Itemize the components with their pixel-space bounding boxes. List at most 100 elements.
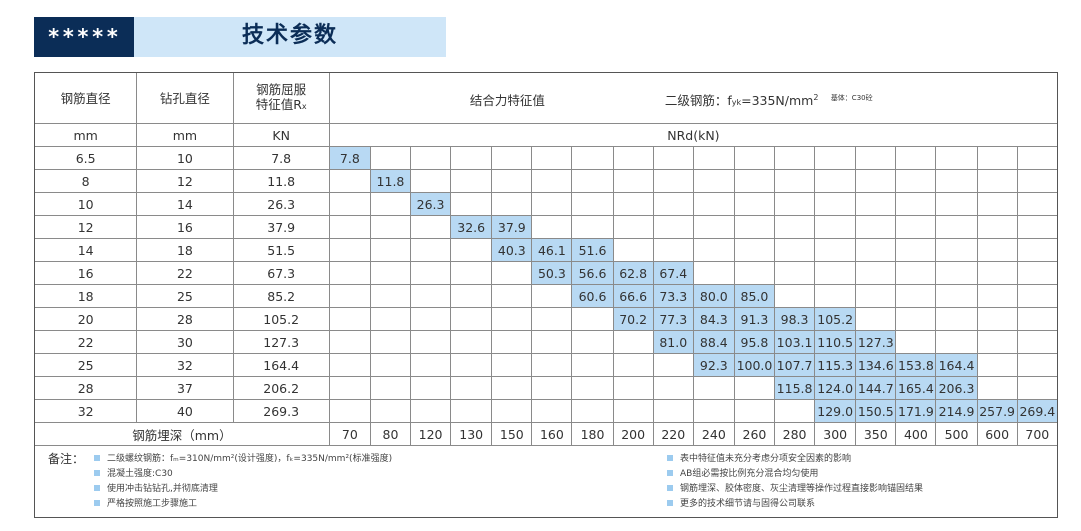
- note-text: AB组必需按比例充分混合均匀使用: [680, 469, 819, 479]
- empty-cell: [855, 146, 897, 170]
- embed-depth-label: 钢筋埋深（mm）: [34, 422, 330, 446]
- empty-cell: [976, 215, 1018, 239]
- empty-cell: [855, 238, 897, 262]
- empty-cell: [450, 330, 493, 354]
- table-row: 10 14 26.3 26.3: [33, 192, 1059, 216]
- bond-value-cell: 164.4: [935, 353, 978, 377]
- hole-diameter-cell: 22: [136, 261, 234, 285]
- empty-cell: [814, 192, 857, 216]
- empty-cell: [410, 376, 452, 400]
- empty-cell: [571, 146, 614, 170]
- bond-value-cell: 115.3: [814, 353, 857, 377]
- empty-cell: [814, 261, 857, 285]
- depth-row: 钢筋埋深（mm） 70 80 120 130 150 160 180 200 220 240 260 2…: [34, 422, 1059, 446]
- empty-cell: [410, 399, 452, 423]
- empty-cell: [935, 192, 978, 216]
- header-row: 钢筋直径 钻孔直径 钢筋屈服 特征值Rx 结合力特征值 二级钢筋：fyk=335N…: [33, 72, 1059, 124]
- bullet-icon: [667, 454, 673, 461]
- depth-cell: 400: [895, 422, 937, 446]
- empty-cell: [774, 284, 816, 308]
- unit-hole-diameter: mm: [136, 123, 234, 147]
- empty-cell: [571, 169, 614, 193]
- col-header-yield: 钢筋屈服 特征值Rx: [232, 72, 330, 124]
- empty-cell: [531, 146, 573, 170]
- rebar-diameter-cell: 28: [33, 376, 138, 400]
- bond-value-cell: 40.3: [491, 238, 533, 262]
- hole-diameter-cell: 28: [136, 307, 234, 331]
- header-stars-block: *****: [34, 17, 134, 57]
- bond-value-cell: 46.1: [531, 238, 573, 262]
- note-text: 更多的技术细节请与固得公司联系: [680, 499, 816, 509]
- bond-value-cell: 129.0: [814, 399, 857, 423]
- depth-cell: 80: [369, 422, 412, 446]
- rebar-grade-value: =335N/mm: [741, 93, 814, 108]
- table-frame: [34, 72, 1058, 518]
- bond-value-cell: 124.0: [814, 376, 857, 400]
- yield-value-cell: 127.3: [232, 330, 330, 354]
- table-row: 28 37 206.2 115.8 124.0 144.7 165.4 206.3: [33, 376, 1059, 400]
- bond-value-cell: 70.2: [612, 307, 654, 331]
- empty-cell: [692, 169, 735, 193]
- note-text: 二级螺纹钢筋：fₘ=310N/mm²(设计强度)，fₖ=335N/mm²(标准强…: [107, 454, 393, 464]
- empty-cell: [652, 399, 694, 423]
- empty-cell: [450, 284, 493, 308]
- hole-diameter-cell: 16: [136, 215, 234, 239]
- bond-value-cell: 127.3: [855, 330, 897, 354]
- empty-cell: [1016, 284, 1059, 308]
- bond-value-cell: 103.1: [774, 330, 816, 354]
- bond-value-cell: 11.8: [369, 169, 412, 193]
- depth-cell: 120: [410, 422, 452, 446]
- empty-cell: [855, 307, 897, 331]
- note-item: 表中特征值未充分考虑分项安全因素的影响: [667, 451, 851, 464]
- rebar-grade-prefix: 二级钢筋：f: [664, 93, 732, 108]
- yield-value-cell: 51.5: [232, 238, 330, 262]
- note-text: 钢筋埋深、胶体密度、灰尘清理等操作过程直接影响锚固结果: [680, 484, 924, 494]
- empty-cell: [491, 192, 533, 216]
- depth-cell: 130: [450, 422, 493, 446]
- empty-cell: [410, 238, 452, 262]
- table-row: 8 12 11.8 11.8: [33, 169, 1059, 193]
- empty-cell: [410, 330, 452, 354]
- depth-cell: 300: [814, 422, 857, 446]
- empty-cell: [571, 399, 614, 423]
- empty-cell: [450, 261, 493, 285]
- bond-value-cell: 67.4: [652, 261, 694, 285]
- bond-value-cell: 80.0: [692, 284, 735, 308]
- bond-value-cell: 7.8: [328, 146, 371, 170]
- bond-value-cell: 77.3: [652, 307, 694, 331]
- bond-value-cell: 95.8: [733, 330, 776, 354]
- empty-cell: [855, 284, 897, 308]
- base-material-label: 基体：C30砼: [830, 94, 873, 102]
- depth-cell: 70: [328, 422, 371, 446]
- empty-cell: [895, 169, 937, 193]
- bond-value-cell: 257.9: [976, 399, 1018, 423]
- note-item: 使用冲击钻钻孔,并彻底清理: [94, 481, 218, 494]
- empty-cell: [612, 169, 654, 193]
- page-title: 技术参数: [242, 23, 339, 48]
- empty-cell: [369, 307, 412, 331]
- table-row: 32 40 269.3 129.0 150.5 171.9 214.9 257.9 269.4: [33, 399, 1059, 423]
- empty-cell: [612, 330, 654, 354]
- unit-yield: KN: [232, 123, 330, 147]
- bond-strength-title: 结合力特征值: [469, 93, 545, 108]
- rebar-grade-label: 二级钢筋：fyk=335N/mm2: [665, 90, 819, 109]
- rebar-diameter-cell: 22: [33, 330, 138, 354]
- empty-cell: [491, 284, 533, 308]
- empty-cell: [652, 353, 694, 377]
- rebar-diameter-cell: 25: [33, 353, 138, 377]
- empty-cell: [733, 376, 776, 400]
- note-item: 二级螺纹钢筋：fₘ=310N/mm²(设计强度)，fₖ=335N/mm²(标准强…: [94, 451, 392, 464]
- bond-value-cell: 73.3: [652, 284, 694, 308]
- empty-cell: [774, 192, 816, 216]
- bond-value-cell: 100.0: [733, 353, 776, 377]
- bond-value-cell: 66.6: [612, 284, 654, 308]
- rebar-diameter-cell: 16: [33, 261, 138, 285]
- bond-value-cell: 84.3: [692, 307, 735, 331]
- empty-cell: [976, 238, 1018, 262]
- bond-value-cell: 62.8: [612, 261, 654, 285]
- depth-cell: 220: [652, 422, 694, 446]
- empty-cell: [855, 169, 897, 193]
- empty-cell: [410, 261, 452, 285]
- bond-value-cell: 269.4: [1016, 399, 1059, 423]
- note-item: 混凝土强度:C30: [94, 466, 173, 479]
